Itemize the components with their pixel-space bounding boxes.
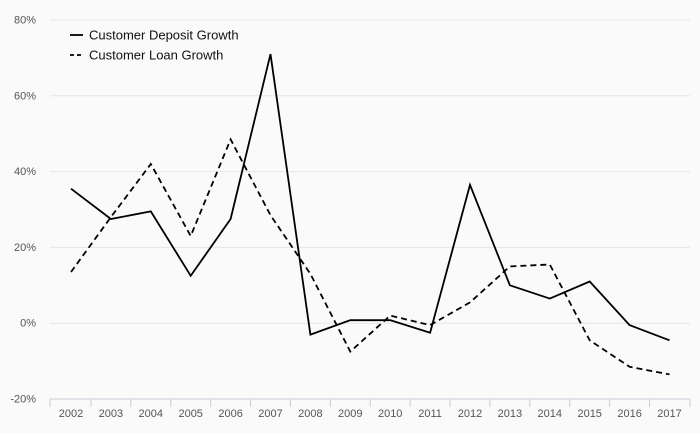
x-tick-label: 2017 — [657, 408, 681, 420]
customer-loan-growth-line — [70, 137, 670, 376]
x-tick-label: 2005 — [178, 408, 202, 420]
grid-lines — [50, 19, 690, 324]
x-tick-label: 2015 — [577, 408, 601, 420]
x-tick-label: 2014 — [538, 408, 562, 420]
x-tick-label: 2011 — [418, 408, 442, 420]
x-tick-label: 2010 — [378, 408, 402, 420]
x-tick-label: 2006 — [218, 408, 242, 420]
y-axis-tick-labels: -20% 0% 20% 40% 60% 80% — [10, 15, 36, 406]
y-tick-label: 0% — [20, 318, 36, 330]
x-tick-label: 2007 — [258, 408, 282, 420]
x-tick-label: 2016 — [617, 408, 641, 420]
x-tick-label: 2002 — [59, 408, 83, 420]
x-tick-label: 2003 — [99, 408, 123, 420]
x-tick-label: 2013 — [498, 408, 522, 420]
x-tick-label: 2004 — [139, 408, 163, 420]
x-tick-label: 2008 — [298, 408, 322, 420]
legend-label: Customer Deposit Growth — [89, 28, 239, 43]
y-tick-label: 20% — [14, 242, 36, 254]
y-tick-label: 80% — [14, 15, 36, 27]
x-axis-tick-labels: 2002 2003 2004 2005 2006 2007 2008 2009 2010 2011… — [59, 408, 682, 420]
series-lines — [70, 53, 670, 376]
x-axis — [49, 398, 691, 407]
y-tick-label: 60% — [14, 90, 36, 102]
y-tick-label: 40% — [14, 166, 36, 178]
legend: Customer Deposit Growth Customer Loan Gro… — [70, 28, 239, 63]
customer-deposit-growth-line — [70, 53, 670, 342]
y-tick-label: -20% — [10, 394, 36, 406]
legend-label: Customer Loan Growth — [89, 48, 223, 63]
x-tick-label: 2012 — [458, 408, 482, 420]
x-tick-label: 2009 — [338, 408, 362, 420]
